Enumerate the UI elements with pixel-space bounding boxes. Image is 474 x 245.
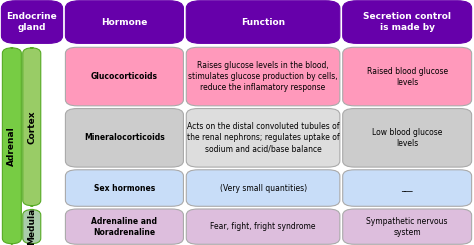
Text: Function: Function: [241, 18, 285, 26]
Text: Cortex: Cortex: [27, 110, 36, 144]
Text: ___: ___: [401, 184, 413, 193]
FancyBboxPatch shape: [23, 48, 41, 206]
Text: Acts on the distal convoluted tubules of
the renal nephrons; regulates uptake of: Acts on the distal convoluted tubules of…: [187, 122, 339, 153]
FancyBboxPatch shape: [343, 209, 472, 244]
FancyBboxPatch shape: [2, 48, 21, 244]
FancyBboxPatch shape: [65, 1, 183, 43]
Text: Secretion control
is made by: Secretion control is made by: [363, 12, 451, 32]
Text: Sex hormones: Sex hormones: [94, 184, 155, 193]
FancyBboxPatch shape: [65, 209, 183, 244]
Text: Glucocorticoids: Glucocorticoids: [91, 72, 158, 81]
Text: (Very small quantities): (Very small quantities): [219, 184, 307, 193]
FancyBboxPatch shape: [65, 109, 183, 167]
Text: Adrenal: Adrenal: [8, 126, 16, 166]
FancyBboxPatch shape: [343, 47, 472, 106]
Text: Medula: Medula: [27, 208, 36, 245]
FancyBboxPatch shape: [65, 170, 183, 206]
FancyBboxPatch shape: [23, 209, 41, 244]
FancyBboxPatch shape: [186, 109, 340, 167]
Text: Raised blood glucose
levels: Raised blood glucose levels: [366, 66, 448, 87]
Text: Sympathetic nervous
system: Sympathetic nervous system: [366, 217, 448, 237]
Text: Adrenaline and
Noradrenaline: Adrenaline and Noradrenaline: [91, 217, 157, 237]
Text: Low blood glucose
levels: Low blood glucose levels: [372, 128, 442, 148]
FancyBboxPatch shape: [343, 109, 472, 167]
Text: Fear, fight, fright syndrome: Fear, fight, fright syndrome: [210, 222, 316, 231]
FancyBboxPatch shape: [1, 1, 63, 43]
FancyBboxPatch shape: [186, 170, 340, 206]
FancyBboxPatch shape: [186, 209, 340, 244]
Text: Hormone: Hormone: [101, 18, 147, 26]
Text: Mineralocorticoids: Mineralocorticoids: [84, 133, 165, 142]
Text: Endocrine
gland: Endocrine gland: [7, 12, 57, 32]
FancyBboxPatch shape: [343, 170, 472, 206]
Text: Raises glucose levels in the blood,
stimulates glucose production by cells,
redu: Raises glucose levels in the blood, stim…: [188, 61, 338, 92]
FancyBboxPatch shape: [343, 1, 472, 43]
FancyBboxPatch shape: [186, 47, 340, 106]
FancyBboxPatch shape: [186, 1, 340, 43]
FancyBboxPatch shape: [65, 47, 183, 106]
